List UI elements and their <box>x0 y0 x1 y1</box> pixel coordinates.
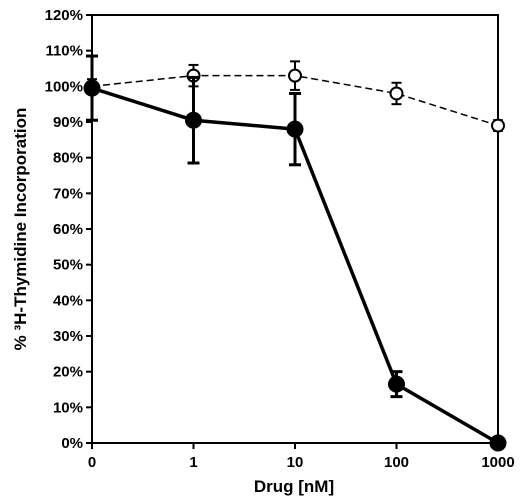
data-point-filled <box>286 120 304 138</box>
y-tick-label: 10% <box>53 399 83 416</box>
data-point-filled <box>388 375 405 393</box>
series-layer <box>83 54 507 452</box>
y-axis-label: % ³H-Thymidine Incorporation <box>11 108 30 351</box>
series-solid <box>83 54 507 452</box>
data-point-open <box>389 86 404 101</box>
x-tick-label: 0 <box>88 454 96 471</box>
y-tick-label: 0% <box>61 435 83 452</box>
data-point-filled <box>489 434 507 452</box>
y-tick-label: 100% <box>45 78 83 95</box>
x-axis: 0 1 10 100 1000 <box>88 443 515 471</box>
y-tick-label: 90% <box>53 114 83 131</box>
data-point-filled <box>83 79 101 97</box>
y-tick-label: 50% <box>53 257 83 274</box>
data-point-open <box>491 118 505 133</box>
x-axis-label: Drug [nM] <box>254 477 334 496</box>
x-tick-label: 1000 <box>481 454 514 471</box>
y-tick-label: 20% <box>53 364 83 381</box>
y-tick-label: 110% <box>45 43 83 60</box>
data-point-open <box>288 68 302 83</box>
data-point-filled <box>185 111 202 129</box>
y-axis: 0% 10% 20% 30% 40% 50% 60% 70% 80% 90% 100% 110% 120… <box>45 7 92 452</box>
y-tick-label: 120% <box>45 7 83 24</box>
y-tick-label: 80% <box>53 150 83 167</box>
y-tick-label: 40% <box>53 292 83 309</box>
x-tick-label: 100 <box>384 454 409 471</box>
y-tick-label: 60% <box>53 221 83 238</box>
y-tick-label: 70% <box>53 185 83 202</box>
y-tick-label: 30% <box>53 328 83 345</box>
x-tick-label: 1 <box>189 454 197 471</box>
x-tick-label: 10 <box>287 454 304 471</box>
